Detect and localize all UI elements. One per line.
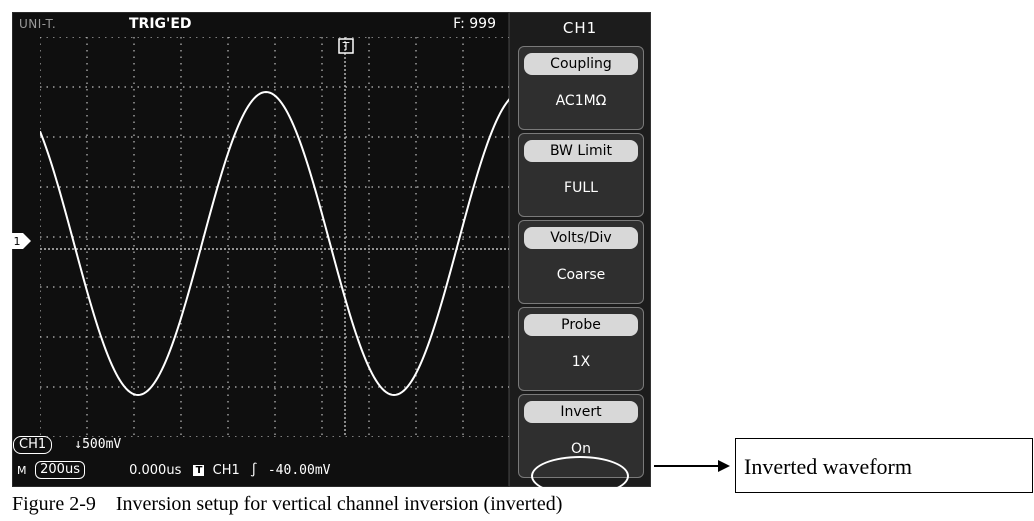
timebase-status: M 200us 0.000us T CH1 ∫ -40.00mV	[17, 461, 507, 481]
rising-edge-icon: ∫	[249, 462, 258, 478]
frequency-readout: F: 999	[453, 16, 496, 32]
volts-per-div: ↓500mV	[74, 437, 122, 452]
main-timebase-mark: M	[17, 463, 27, 477]
timebase-value: 200us	[35, 461, 85, 479]
invert-highlight-circle	[531, 456, 629, 496]
menu-title: CH1	[562, 19, 598, 37]
callout-arrow-icon	[718, 460, 730, 472]
trigger-icon: T	[193, 464, 205, 476]
channel-indicator: CH1	[13, 436, 53, 454]
waveform-trace	[40, 90, 510, 397]
trigger-status: TRIG'ED	[129, 16, 192, 32]
ch1-menu-panel: CH1 Coupling AC1MΩ BW Limit FULL Volts/D…	[509, 12, 651, 496]
horizontal-delay: 0.000us	[129, 462, 182, 478]
vertical-status: CH1 ↓500mV	[13, 436, 213, 454]
volts-div-value: Coarse	[556, 267, 606, 283]
callout-label: Inverted waveform	[735, 438, 1033, 493]
menu-item-probe[interactable]: Probe 1X	[518, 307, 644, 391]
trigger-position-marker-icon: T	[338, 38, 354, 54]
oscilloscope-screen: UNI-T. TRIG'ED F: 999 T 1 CH1 ↓500mV M 2…	[11, 12, 510, 487]
channel1-ground-marker: 1	[11, 233, 31, 249]
probe-label: Probe	[524, 314, 638, 336]
brand-logo: UNI-T.	[19, 17, 57, 31]
menu-item-bw-limit[interactable]: BW Limit FULL	[518, 133, 644, 217]
trigger-level: -40.00mV	[267, 462, 331, 478]
screen-top-bar: UNI-T. TRIG'ED F: 999	[13, 13, 508, 37]
coupling-value: AC1MΩ	[555, 93, 607, 109]
bw-limit-value: FULL	[564, 180, 598, 196]
waveform-grid: T	[40, 37, 510, 437]
probe-value: 1X	[571, 354, 591, 370]
coupling-label: Coupling	[524, 53, 638, 75]
bw-limit-label: BW Limit	[524, 140, 638, 162]
invert-value: On	[571, 441, 591, 457]
volts-div-label: Volts/Div	[524, 227, 638, 249]
callout-line	[654, 465, 719, 467]
channel-marker-label: 1	[14, 235, 21, 248]
graticule	[40, 37, 510, 437]
invert-label: Invert	[524, 401, 638, 423]
trigger-channel: CH1	[212, 462, 240, 478]
trigger-marker-label: T	[342, 40, 350, 53]
menu-item-coupling[interactable]: Coupling AC1MΩ	[518, 46, 644, 130]
menu-item-volts-div[interactable]: Volts/Div Coarse	[518, 220, 644, 304]
figure-caption: Figure 2-9 Inversion setup for vertical …	[12, 493, 563, 515]
